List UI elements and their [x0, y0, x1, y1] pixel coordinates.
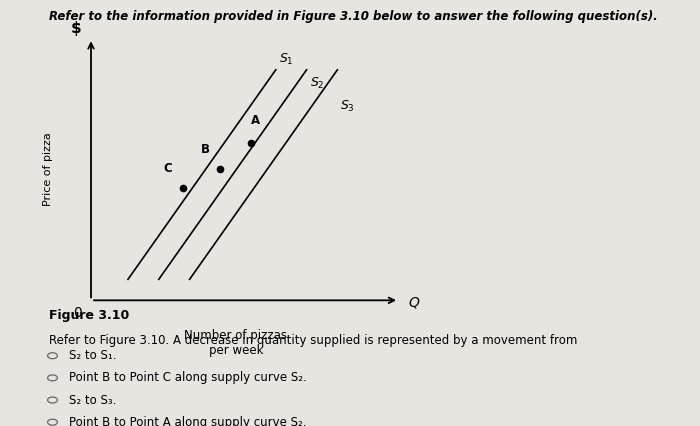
Text: $Q$: $Q$: [408, 296, 421, 311]
Text: A: A: [251, 115, 260, 127]
Text: $S_3$: $S_3$: [340, 99, 356, 114]
Text: 0: 0: [73, 305, 82, 320]
Text: Price of pizza: Price of pizza: [43, 132, 53, 206]
Text: Refer to Figure 3.10. A decrease in quantity supplied is represented by a moveme: Refer to Figure 3.10. A decrease in quan…: [49, 334, 577, 348]
Text: $: $: [71, 21, 82, 36]
Text: Refer to the information provided in Figure 3.10 below to answer the following q: Refer to the information provided in Fig…: [49, 10, 658, 23]
Text: S₂ to S₃.: S₂ to S₃.: [69, 394, 116, 406]
Text: S₂ to S₁.: S₂ to S₁.: [69, 349, 116, 362]
Text: Point B to Point C along supply curve S₂.: Point B to Point C along supply curve S₂…: [69, 371, 307, 384]
Text: B: B: [200, 143, 209, 156]
Text: $S_2$: $S_2$: [309, 76, 324, 91]
Text: $S_1$: $S_1$: [279, 52, 293, 67]
Text: Point B to Point A along supply curve S₂.: Point B to Point A along supply curve S₂…: [69, 416, 306, 426]
Text: C: C: [164, 161, 172, 175]
Text: Figure 3.10: Figure 3.10: [49, 309, 130, 322]
Text: Number of pizzas
per week: Number of pizzas per week: [184, 329, 287, 357]
